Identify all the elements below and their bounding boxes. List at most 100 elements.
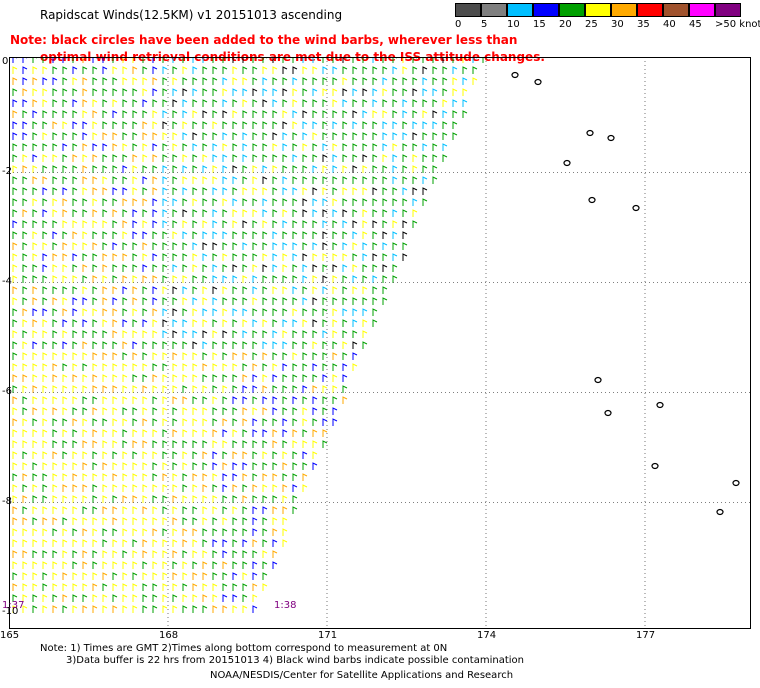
wind-barb <box>182 132 188 140</box>
wind-barb <box>72 330 78 338</box>
wind-barb <box>342 176 348 184</box>
wind-barb <box>12 154 18 162</box>
wind-barb <box>102 330 108 338</box>
wind-barb <box>362 231 368 239</box>
wind-barb <box>242 418 248 426</box>
wind-barb <box>72 396 78 404</box>
wind-barb <box>402 132 408 140</box>
wind-barb <box>52 550 58 558</box>
wind-barb <box>12 165 18 173</box>
wind-barb <box>142 440 148 448</box>
wind-barb <box>82 363 88 371</box>
wind-barb <box>52 231 58 239</box>
wind-barb <box>152 88 158 96</box>
wind-barb <box>82 154 88 162</box>
wind-barb <box>252 495 258 503</box>
wind-barb <box>402 99 408 107</box>
wind-barb <box>12 220 18 228</box>
wind-barb <box>12 550 18 558</box>
wind-barb <box>142 77 148 85</box>
wind-barb <box>32 264 38 272</box>
wind-barb <box>172 77 178 85</box>
wind-barb <box>102 385 108 393</box>
wind-barb <box>132 319 138 327</box>
wind-barb <box>292 176 298 184</box>
wind-barb <box>132 154 138 162</box>
wind-barb <box>242 330 248 338</box>
wind-barb <box>52 198 58 206</box>
wind-barb <box>102 583 108 591</box>
wind-barb <box>152 286 158 294</box>
wind-barb <box>382 66 388 74</box>
wind-barb <box>242 121 248 129</box>
wind-barb <box>132 220 138 228</box>
wind-barb <box>422 66 428 74</box>
wind-barb <box>162 418 168 426</box>
wind-barb <box>72 506 78 514</box>
legend-label: 5 <box>481 19 488 30</box>
wind-barb <box>32 495 38 503</box>
wind-barb <box>372 110 378 118</box>
wind-barb <box>402 220 408 228</box>
wind-barb <box>192 539 198 547</box>
wind-barb <box>42 220 48 228</box>
wind-barb <box>282 429 288 437</box>
wind-barb <box>142 209 148 217</box>
wind-barb <box>52 506 58 514</box>
wind-barb <box>82 341 88 349</box>
wind-barb <box>152 539 158 547</box>
wind-barb <box>32 528 38 536</box>
wind-barb <box>172 66 178 74</box>
wind-barb <box>52 165 58 173</box>
wind-barb <box>62 132 68 140</box>
wind-barb <box>282 451 288 459</box>
wind-barb <box>242 154 248 162</box>
wind-barb <box>122 209 128 217</box>
wind-barb <box>192 77 198 85</box>
wind-barb <box>332 209 338 217</box>
wind-barb <box>102 176 108 184</box>
wind-barb <box>172 132 178 140</box>
wind-barb <box>132 132 138 140</box>
wind-barb <box>172 407 178 415</box>
wind-barb <box>372 297 378 305</box>
wind-barb <box>12 352 18 360</box>
wind-barb <box>262 121 268 129</box>
wind-barb <box>252 473 258 481</box>
wind-barb <box>12 495 18 503</box>
wind-barb <box>302 407 308 415</box>
wind-barb <box>102 363 108 371</box>
wind-barb <box>402 110 408 118</box>
wind-barb <box>432 154 438 162</box>
wind-barb <box>312 66 318 74</box>
wind-barb <box>342 77 348 85</box>
wind-barb <box>92 374 98 382</box>
wind-barb <box>52 121 58 129</box>
wind-barb <box>302 297 308 305</box>
wind-barb <box>42 132 48 140</box>
wind-barb <box>272 209 278 217</box>
wind-barb <box>272 561 278 569</box>
wind-barb <box>292 264 298 272</box>
wind-barb <box>272 275 278 283</box>
wind-barb <box>32 429 38 437</box>
wind-barb <box>152 297 158 305</box>
wind-barb <box>112 418 118 426</box>
wind-barb <box>172 253 178 261</box>
wind-barb <box>242 209 248 217</box>
wind-barb <box>332 253 338 261</box>
wind-barb <box>32 605 38 613</box>
wind-barb <box>252 429 258 437</box>
wind-barb <box>32 209 38 217</box>
wind-barb <box>232 418 238 426</box>
wind-barb <box>122 154 128 162</box>
wind-barb <box>42 517 48 525</box>
wind-barb <box>222 462 228 470</box>
wind-barb <box>222 275 228 283</box>
wind-barb <box>42 110 48 118</box>
wind-barb <box>262 165 268 173</box>
wind-barb <box>82 99 88 107</box>
wind-barb <box>62 187 68 195</box>
wind-barb <box>382 132 388 140</box>
wind-barb <box>32 308 38 316</box>
